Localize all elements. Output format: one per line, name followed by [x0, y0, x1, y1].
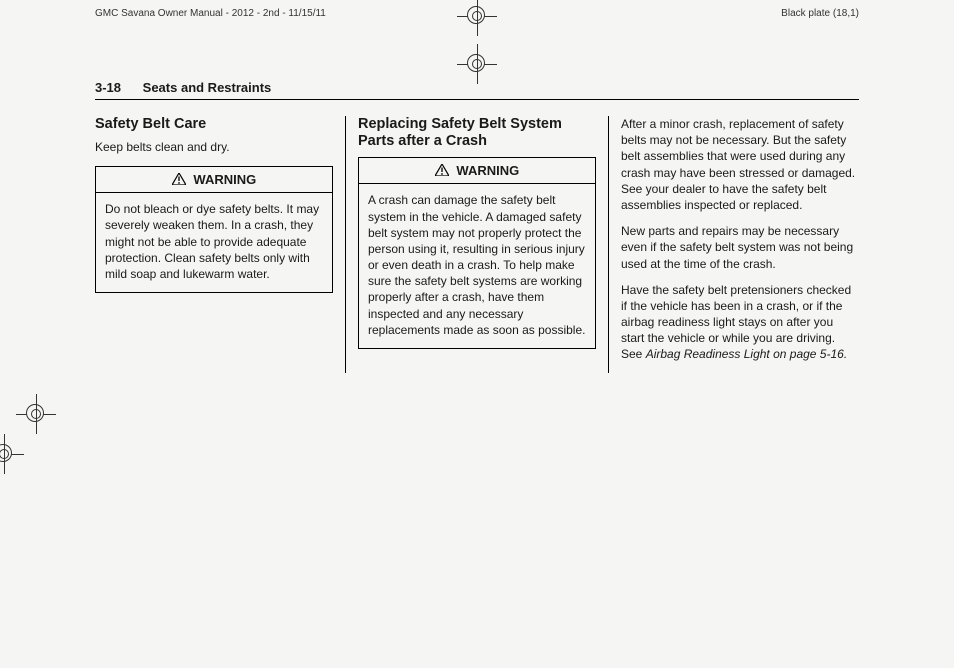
warning-label: WARNING: [193, 172, 256, 187]
warning-label: WARNING: [456, 163, 519, 178]
para-after-minor-crash: After a minor crash, replacement of safe…: [621, 116, 859, 213]
para-pretensioners: Have the safety belt pretensioners check…: [621, 282, 859, 363]
registration-mark-bottom: [457, 44, 497, 84]
para-keep-clean: Keep belts clean and dry.: [95, 139, 333, 155]
xref-airbag-readiness: Airbag Readiness Light on page 5-16.: [646, 347, 847, 361]
warning-box-belt-care: WARNING Do not bleach or dye safety belt…: [95, 166, 333, 293]
registration-mark-right: [0, 434, 24, 474]
page-number: 3-18: [95, 80, 121, 95]
para-new-parts: New parts and repairs may be necessary e…: [621, 223, 859, 272]
warning-header: WARNING: [96, 167, 332, 194]
warning-triangle-icon: [435, 163, 449, 181]
content-columns: Safety Belt Care Keep belts clean and dr…: [95, 116, 859, 373]
plate-label: Black plate (18,1): [781, 8, 859, 19]
column-1: Safety Belt Care Keep belts clean and dr…: [95, 116, 345, 373]
column-2: Replacing Safety Belt System Parts after…: [345, 116, 608, 373]
warning-header: WARNING: [359, 158, 595, 185]
warning-triangle-icon: [172, 172, 186, 190]
section-title: Seats and Restraints: [143, 80, 272, 95]
warning-body-replacing: A crash can damage the safety belt syste…: [359, 184, 595, 348]
heading-safety-belt-care: Safety Belt Care: [95, 116, 333, 133]
page-body: 3-18 Seats and Restraints Safety Belt Ca…: [95, 80, 859, 608]
warning-body-belt-care: Do not bleach or dye safety belts. It ma…: [96, 193, 332, 292]
running-header: 3-18 Seats and Restraints: [95, 80, 859, 100]
registration-mark-left: [16, 394, 56, 434]
column-3: After a minor crash, replacement of safe…: [608, 116, 859, 373]
manual-id-line: GMC Savana Owner Manual - 2012 - 2nd - 1…: [95, 8, 326, 19]
print-meta-bar: GMC Savana Owner Manual - 2012 - 2nd - 1…: [95, 8, 859, 19]
heading-replacing-parts: Replacing Safety Belt System Parts after…: [358, 116, 596, 151]
warning-box-replacing: WARNING A crash can damage the safety be…: [358, 157, 596, 349]
